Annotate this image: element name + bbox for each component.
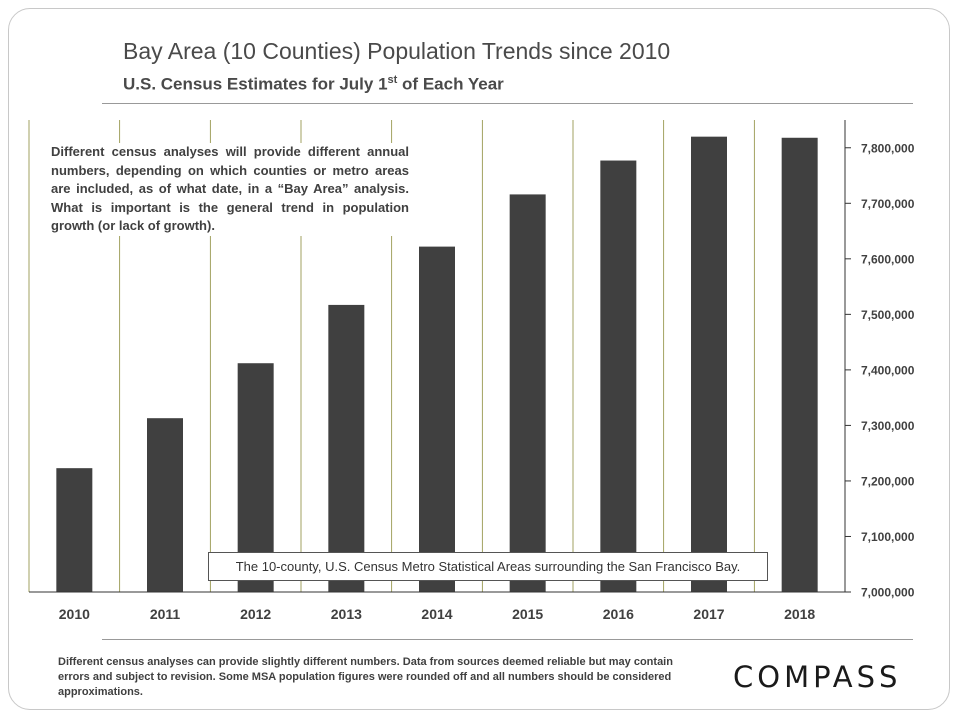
bar-2016 <box>600 160 637 592</box>
data-source-label: The 10-county, U.S. Census Metro Statist… <box>208 552 768 581</box>
y-tick-label: 7,800,000 <box>861 141 915 155</box>
y-tick-label: 7,400,000 <box>861 363 915 377</box>
slide-frame <box>8 8 950 710</box>
x-tick-label: 2014 <box>421 606 452 622</box>
y-tick-label: 7,100,000 <box>861 530 915 544</box>
y-tick-label: 7,700,000 <box>861 197 915 211</box>
y-tick-label: 7,500,000 <box>861 308 915 322</box>
x-tick-label: 2015 <box>512 606 543 622</box>
bar-2011 <box>147 418 183 592</box>
subtitle-main: U.S. Census Estimates for July 1 <box>123 74 388 94</box>
x-tick-label: 2010 <box>59 606 90 622</box>
footer-divider <box>102 639 913 640</box>
bar-2010 <box>56 468 93 592</box>
x-tick-label: 2017 <box>693 606 724 622</box>
y-tick-label: 7,600,000 <box>861 252 915 266</box>
subtitle-end: of Each Year <box>397 74 504 94</box>
y-tick-label: 7,200,000 <box>861 474 915 488</box>
bar-2018 <box>781 137 818 592</box>
bar-2015 <box>509 194 546 592</box>
compass-logo: COMPASS <box>733 660 902 694</box>
x-tick-label: 2011 <box>150 606 181 622</box>
y-tick-label: 7,300,000 <box>861 419 915 433</box>
x-tick-label: 2012 <box>240 606 271 622</box>
chart-title: Bay Area (10 Counties) Population Trends… <box>123 38 671 64</box>
x-tick-label: 2013 <box>331 606 362 622</box>
header-divider <box>102 103 913 104</box>
x-tick-label: 2018 <box>784 606 815 622</box>
bar-2013 <box>328 304 365 592</box>
analysis-note: Different census analyses will provide d… <box>51 143 409 236</box>
chart-subtitle: U.S. Census Estimates for July 1st of Ea… <box>123 74 504 95</box>
x-tick-label: 2016 <box>603 606 634 622</box>
disclaimer-footnote: Different census analyses can provide sl… <box>58 656 673 698</box>
y-tick-label: 7,000,000 <box>861 586 915 600</box>
subtitle-superscript: st <box>387 74 398 86</box>
bar-2017 <box>691 136 727 593</box>
bar-2014 <box>419 246 455 592</box>
